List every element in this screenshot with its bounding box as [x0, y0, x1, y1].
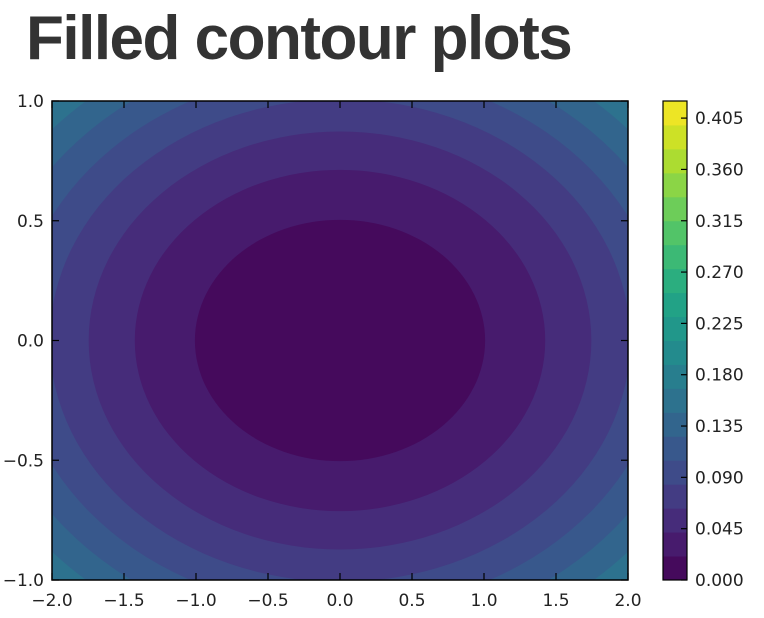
colorbar-band: [663, 460, 687, 485]
colorbar-band: [663, 292, 687, 318]
colorbar-frame: [662, 100, 688, 581]
x-tick-label: 2.0: [614, 591, 641, 611]
x-tick-label: 0.0: [326, 591, 353, 611]
contour-band-0: [194, 219, 486, 462]
x-tick-label: −1.5: [103, 591, 144, 611]
colorbar-tick-label: 0.000: [695, 571, 744, 591]
colorbar-band: [663, 364, 687, 389]
colorbar-band: [663, 244, 687, 270]
contour-layer: [52, 101, 628, 580]
y-tick-label: −0.5: [3, 451, 44, 471]
y-axis: 1.0 0.5 0.0 −0.5 −1.0: [3, 92, 628, 591]
colorbar-band: [663, 172, 687, 198]
x-tick-label: 1.0: [470, 591, 497, 611]
colorbar-tick-label: 0.360: [695, 160, 744, 180]
x-tick-label: 0.5: [398, 591, 425, 611]
colorbar-band: [663, 412, 687, 437]
colorbar-band: [663, 196, 687, 222]
colorbar-band: [663, 436, 687, 461]
y-tick-label: 0.0: [17, 332, 44, 352]
colorbar-band: [663, 556, 687, 581]
slide-title: Filled contour plots: [26, 4, 573, 73]
colorbar-band: [663, 532, 687, 557]
y-tick-label: −1.0: [3, 571, 44, 591]
x-axis: −2.0 −1.5 −1.0 −0.5 0.0 0.5 1.0 1.5 2.0: [31, 101, 642, 611]
colorbar-band: [663, 268, 687, 294]
x-tick-label: −0.5: [247, 591, 288, 611]
colorbar-band: [663, 316, 687, 341]
colorbar-tick-label: 0.315: [695, 212, 744, 232]
colorbar-band: [663, 484, 687, 509]
colorbar-band: [663, 340, 687, 365]
colorbar-tick-label: 0.180: [695, 366, 744, 386]
colorbar-band: [663, 388, 687, 413]
colorbar: 0.405 0.360 0.315 0.270 0.225 0.180 0.135 0.090…: [662, 100, 744, 591]
colorbar-tick-label: 0.405: [695, 109, 744, 129]
colorbar-tick-label: 0.270: [695, 263, 744, 283]
colorbar-tick-label: 0.135: [695, 417, 744, 437]
x-tick-label: 1.5: [542, 591, 569, 611]
colorbar-band: [663, 101, 687, 126]
colorbar-tick-label: 0.090: [695, 468, 744, 488]
y-tick-label: 1.0: [17, 92, 44, 112]
colorbar-tick-label: 0.225: [695, 314, 744, 334]
colorbar-tick-label: 0.045: [695, 520, 744, 540]
x-tick-label: −2.0: [31, 591, 72, 611]
colorbar-band: [663, 220, 687, 246]
y-tick-label: 0.5: [17, 212, 44, 232]
colorbar-band: [663, 124, 687, 150]
x-tick-label: −1.0: [175, 591, 216, 611]
